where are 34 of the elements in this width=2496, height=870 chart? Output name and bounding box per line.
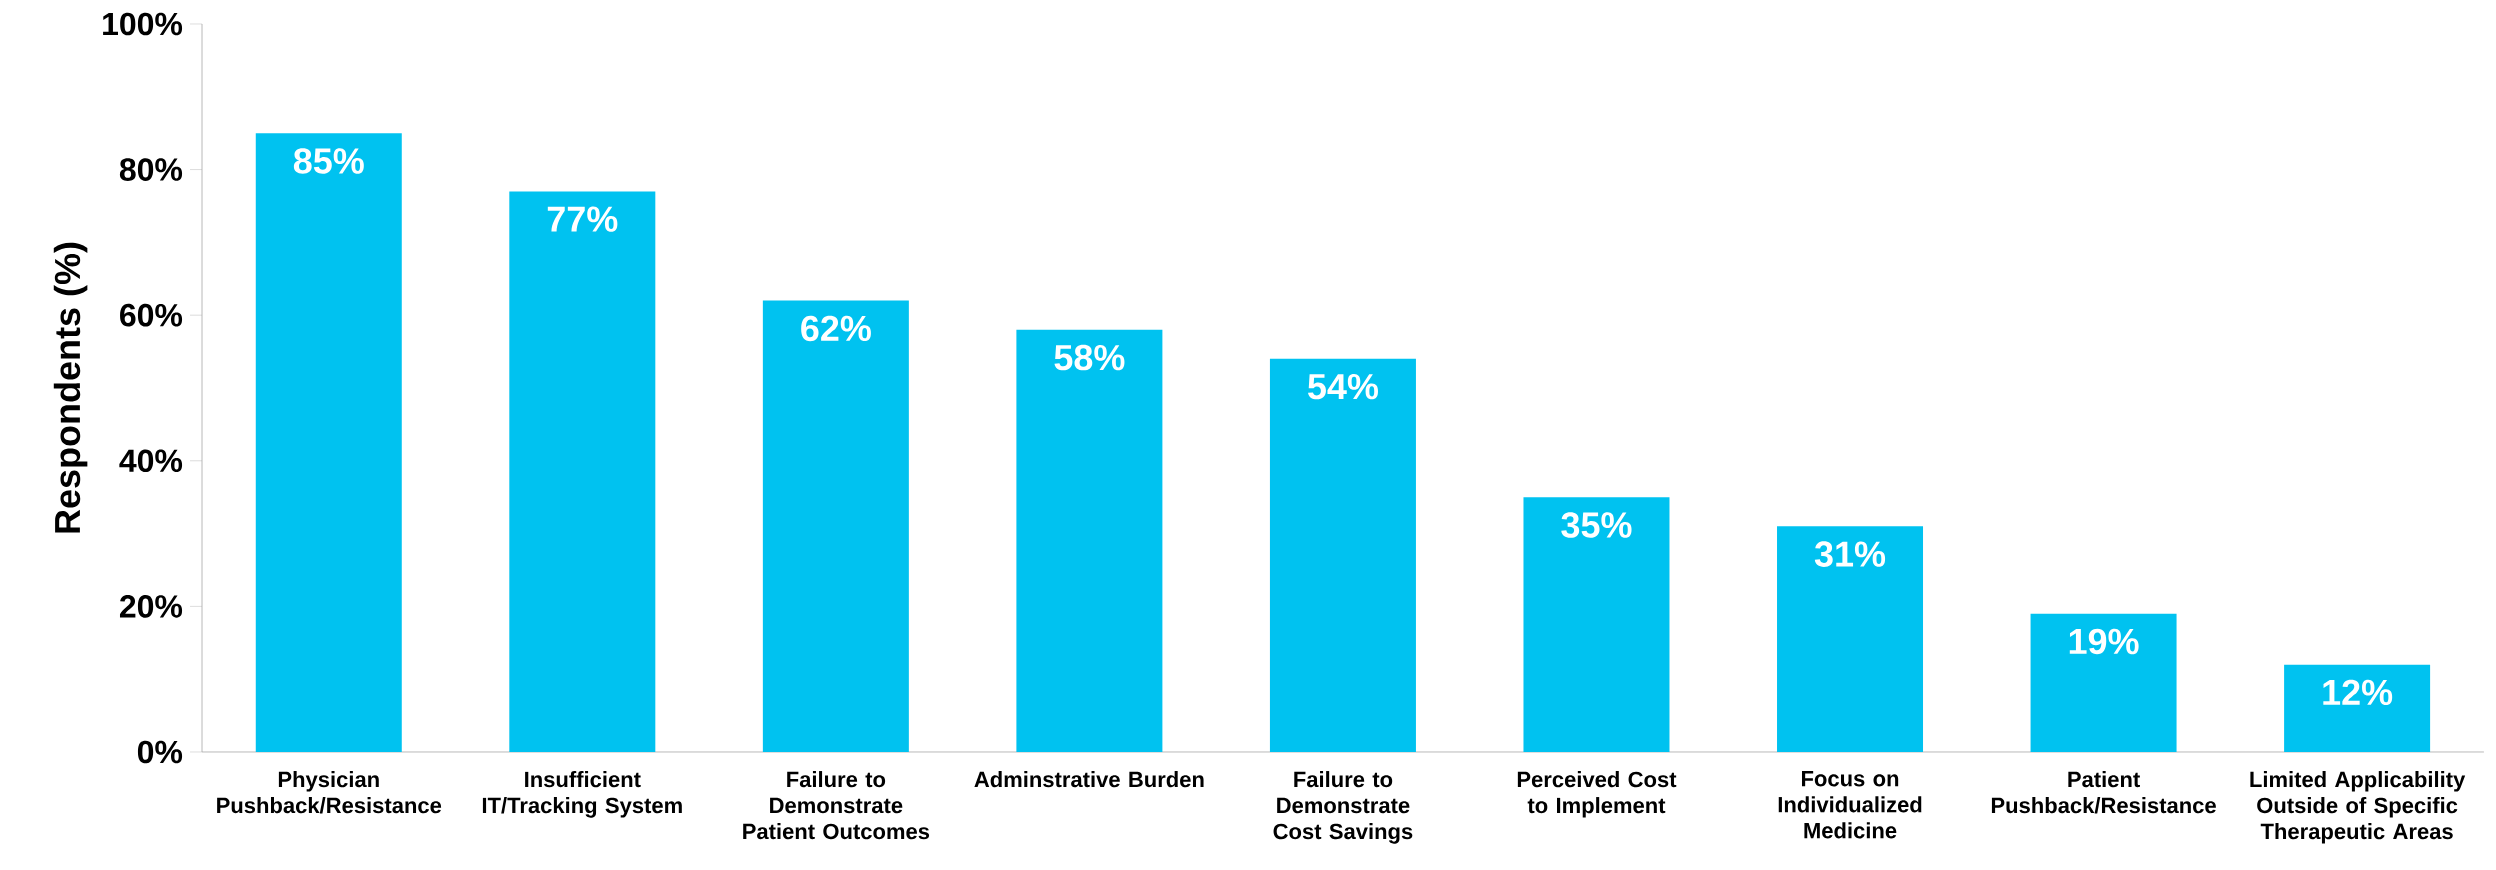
bar (2030, 613, 2177, 752)
x-tick-label: Adminstrative Burden (974, 771, 1204, 788)
bar (1269, 358, 1416, 752)
bar (509, 191, 656, 752)
data-label: 31% (1814, 541, 1886, 567)
data-label: 19% (2069, 628, 2139, 655)
x-tick-label: Focus on Individualized Medicine (1778, 771, 1922, 839)
y-axis-title: Respondents (%) (53, 242, 88, 533)
x-tick-label: Insufficient IT/Tracking System (482, 771, 682, 818)
bar (1523, 497, 1670, 752)
y-tick-label: 40% (119, 449, 183, 473)
y-tick-label: 20% (119, 595, 183, 618)
data-label: 35% (1561, 512, 1632, 538)
bar (2284, 664, 2431, 752)
x-tick-label: Limited Applicability Outside of Specific Therapeutic Areas (2250, 771, 2466, 844)
data-label: 12% (2323, 679, 2393, 706)
y-tick-label: 60% (120, 303, 183, 327)
x-tick-label: Patient Pushback/Resistance (1991, 771, 2216, 814)
y-tick-label: 0% (137, 740, 183, 764)
bar (255, 133, 402, 752)
data-label: 54% (1308, 373, 1378, 400)
data-label: 77% (547, 206, 618, 232)
data-label: 62% (801, 315, 871, 342)
bar (762, 300, 909, 752)
x-tick-label: Failure to Demonstrate Cost Savings (1273, 771, 1413, 844)
x-tick-label: Perceived Cost to Implement (1517, 771, 1677, 818)
x-tick-label: Failure to Demonstrate Patient Outcomes (743, 771, 930, 840)
bar (1016, 329, 1163, 752)
x-tick-label: Physician Pushback/Resistance (217, 771, 442, 814)
y-tick-label: 100% (103, 12, 183, 36)
y-tick-label: 80% (119, 158, 183, 181)
data-label: 58% (1054, 344, 1125, 371)
data-label: 85% (293, 148, 364, 174)
bar (1777, 526, 1924, 752)
